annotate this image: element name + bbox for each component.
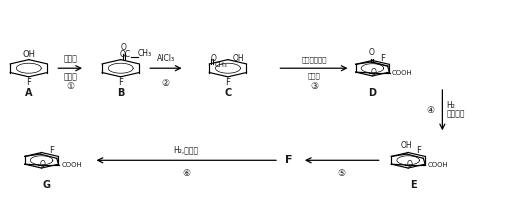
Text: ③: ③ bbox=[310, 82, 318, 91]
Text: F: F bbox=[49, 146, 54, 155]
Text: F: F bbox=[416, 146, 421, 155]
Text: O: O bbox=[407, 160, 412, 170]
Text: C: C bbox=[224, 88, 231, 98]
Text: O: O bbox=[120, 43, 126, 53]
Text: 乙酸酐: 乙酸酐 bbox=[63, 54, 77, 63]
Text: 乙酸钠: 乙酸钠 bbox=[308, 72, 321, 79]
Text: ①: ① bbox=[66, 82, 74, 91]
Text: A: A bbox=[25, 88, 33, 98]
Text: ⑤: ⑤ bbox=[338, 170, 346, 178]
Text: F: F bbox=[225, 78, 230, 87]
Text: AlCl₃: AlCl₃ bbox=[157, 54, 175, 63]
Text: CH₃: CH₃ bbox=[215, 62, 227, 68]
Text: COOH: COOH bbox=[428, 162, 449, 168]
Text: 乙二酸二乙酯: 乙二酸二乙酯 bbox=[301, 56, 327, 63]
Text: E: E bbox=[410, 180, 417, 190]
Text: COOH: COOH bbox=[61, 162, 82, 168]
Text: O: O bbox=[368, 48, 374, 57]
Text: F: F bbox=[26, 78, 31, 87]
Text: B: B bbox=[117, 88, 124, 98]
Text: OH: OH bbox=[401, 141, 413, 150]
Text: F: F bbox=[285, 155, 293, 165]
Text: COOH: COOH bbox=[392, 70, 413, 76]
Text: O: O bbox=[40, 160, 46, 170]
Text: G: G bbox=[42, 180, 51, 190]
Text: O: O bbox=[210, 54, 216, 63]
Text: CH₃: CH₃ bbox=[138, 49, 152, 58]
Text: OC: OC bbox=[119, 50, 130, 59]
Text: 钯催化，: 钯催化， bbox=[446, 109, 465, 118]
Text: OH: OH bbox=[23, 50, 35, 59]
Text: F: F bbox=[118, 78, 123, 87]
Text: ②: ② bbox=[162, 80, 170, 88]
Text: D: D bbox=[369, 88, 376, 98]
Text: H₂,催化剂: H₂,催化剂 bbox=[174, 146, 199, 154]
Text: O: O bbox=[371, 68, 377, 77]
Text: OH: OH bbox=[232, 54, 244, 63]
Text: F: F bbox=[380, 54, 385, 63]
Text: 浓硫酸: 浓硫酸 bbox=[63, 72, 77, 81]
Text: ④: ④ bbox=[426, 106, 435, 115]
Text: H₂: H₂ bbox=[446, 101, 455, 110]
Text: ⑥: ⑥ bbox=[182, 170, 190, 178]
